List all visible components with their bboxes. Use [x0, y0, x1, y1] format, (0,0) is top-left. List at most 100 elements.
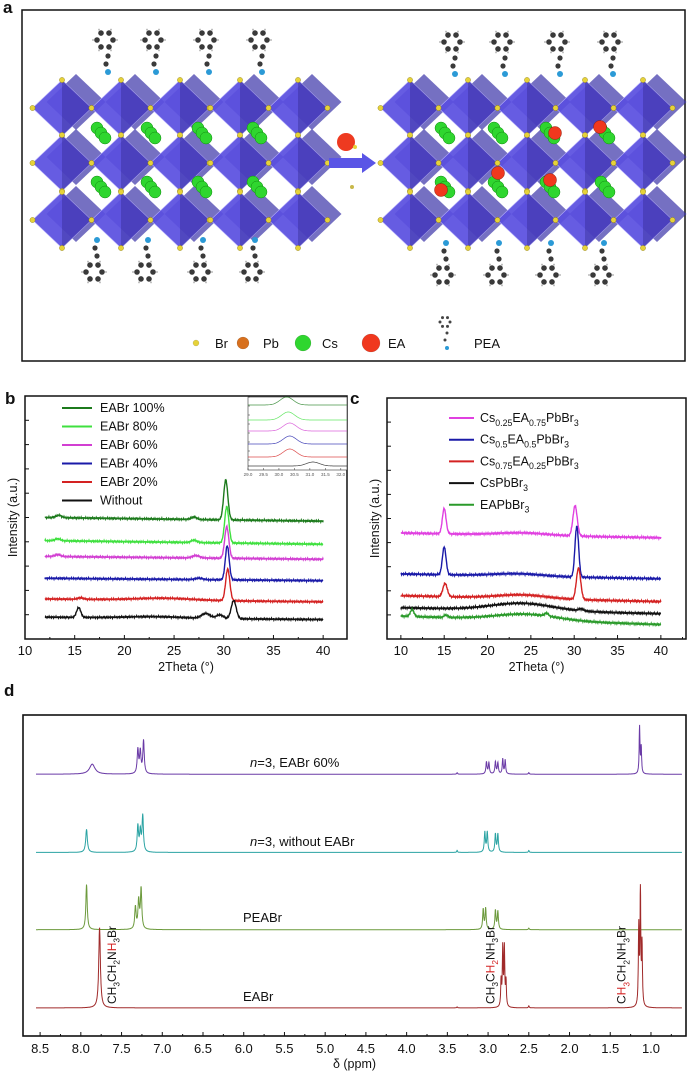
- carbon-atom: [448, 320, 452, 324]
- hydrogen-atom: [594, 284, 596, 287]
- x-tick-label: 40: [654, 643, 668, 658]
- octahedron-shade: [643, 135, 673, 191]
- br-atom: [610, 105, 617, 111]
- carbon-atom: [450, 63, 456, 69]
- carbon-atom: [444, 279, 450, 285]
- carbon-atom: [495, 46, 501, 52]
- series-line-1: [400, 525, 662, 582]
- hydrogen-atom: [264, 49, 266, 52]
- text-part: Br: [484, 926, 498, 938]
- ea-molecule: [548, 126, 562, 140]
- carbon-atom: [444, 265, 450, 271]
- hydrogen-atom: [199, 28, 201, 31]
- br-atom: [147, 217, 154, 223]
- hydrogen-atom: [193, 260, 195, 263]
- br-atom: [88, 105, 95, 111]
- text-part: 0.25: [495, 418, 512, 428]
- text-part: 3: [621, 982, 631, 987]
- hydrogen-atom: [150, 260, 152, 263]
- x-tick-label: 6.5: [194, 1041, 212, 1056]
- text-part: Br: [615, 926, 629, 938]
- hydrogen-atom: [495, 51, 497, 54]
- carbon-atom: [146, 44, 152, 50]
- legend-label: EABr 20%: [100, 475, 158, 489]
- carbon-atom: [206, 53, 212, 59]
- hydrogen-atom: [594, 263, 596, 266]
- legend-label: EABr 80%: [100, 420, 158, 434]
- legend-label: CsPbBr3: [480, 476, 528, 493]
- hydrogen-atom: [489, 263, 491, 266]
- cs-atom: [602, 185, 616, 199]
- br-atom: [640, 132, 646, 138]
- x-tick-label: 8.5: [31, 1041, 49, 1056]
- text-part: CH: [484, 987, 498, 1004]
- hydrogen-atom: [81, 271, 83, 273]
- br-atom: [265, 105, 272, 111]
- carbon-atom: [134, 269, 140, 275]
- x-tick-label: 25: [524, 643, 538, 658]
- hydrogen-atom: [541, 284, 543, 287]
- carbon-atom: [541, 265, 547, 271]
- br-atom: [118, 189, 124, 195]
- nitrogen-atom: [153, 69, 159, 75]
- carbon-atom: [602, 265, 608, 271]
- carbon-atom: [110, 37, 116, 43]
- hydrogen-atom: [158, 49, 160, 52]
- legend-label-ea: EA: [388, 336, 406, 351]
- text-part: CH: [105, 965, 119, 982]
- nitrogen-atom: [610, 71, 616, 77]
- carbon-atom: [106, 30, 112, 36]
- cs-atom: [148, 131, 162, 145]
- text-part: 0.75: [495, 461, 512, 471]
- x-tick-label: 7.5: [113, 1041, 131, 1056]
- carbon-atom: [260, 44, 266, 50]
- hydrogen-atom: [588, 274, 590, 276]
- cs-atom: [602, 131, 616, 145]
- octahedron-shade: [298, 80, 328, 136]
- text-part: 3: [490, 982, 500, 987]
- spectrum-label: n=3, EABr 60%: [250, 755, 340, 770]
- nitrogen-atom: [145, 237, 151, 243]
- y-axis-label: Intensity (a.u.): [368, 479, 382, 558]
- hydrogen-atom: [87, 260, 89, 263]
- hydrogen-atom: [211, 271, 213, 273]
- carbon-atom: [441, 316, 444, 320]
- text-part: 0.5: [495, 439, 507, 449]
- ea-atom-icon: [361, 333, 381, 353]
- carbon-atom: [611, 46, 617, 52]
- carbon-atom: [201, 276, 207, 282]
- br-atom: [147, 105, 154, 111]
- text-part: H: [105, 943, 119, 952]
- br-atom: [494, 105, 501, 111]
- carbon-atom: [503, 32, 509, 38]
- peak-assignment-label: CH3CH2NH3Br: [615, 926, 632, 1004]
- hydrogen-atom: [138, 281, 140, 284]
- hydrogen-atom: [99, 281, 101, 284]
- br-atom: [552, 217, 559, 223]
- br-atom: [59, 132, 65, 138]
- hydrogen-atom: [164, 39, 166, 41]
- series-line-4: [400, 606, 662, 628]
- br-atom: [407, 132, 413, 138]
- text-part: EA: [512, 454, 529, 468]
- octahedron-shade: [410, 135, 440, 191]
- carbon-atom: [138, 262, 144, 268]
- text-part: n: [250, 834, 257, 849]
- hydrogen-atom: [252, 28, 254, 31]
- br-atom: [377, 105, 384, 111]
- legend-label-pb: Pb: [263, 336, 279, 351]
- br-atom: [435, 217, 442, 223]
- legend-label-cs: Cs: [322, 336, 338, 351]
- carbon-atom: [146, 276, 152, 282]
- hydrogen-atom: [245, 281, 247, 284]
- carbon-atom: [241, 269, 247, 275]
- carbon-atom: [601, 256, 607, 262]
- octahedron-shade: [121, 80, 151, 136]
- nitrogen-atom: [502, 71, 508, 77]
- carbon-atom: [207, 30, 213, 36]
- crystal-structure-before: [29, 28, 342, 284]
- octahedron-shade: [121, 135, 151, 191]
- spectrum-label: PEABr: [243, 910, 283, 925]
- text-part: C: [615, 995, 629, 1004]
- br-atom-icon: [192, 339, 200, 347]
